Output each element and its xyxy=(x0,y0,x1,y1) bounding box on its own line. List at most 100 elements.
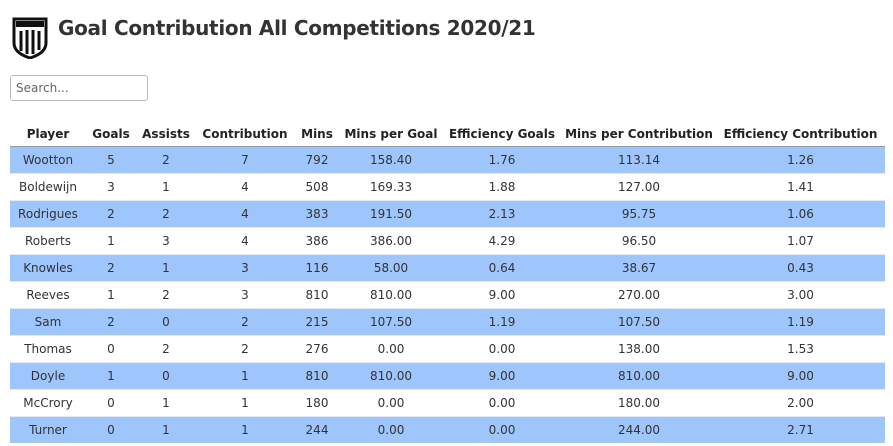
table-cell: 127.00 xyxy=(562,173,716,201)
table-cell: 2 xyxy=(196,335,294,363)
table-cell: 9.00 xyxy=(442,362,562,390)
table-cell: Reeves xyxy=(10,281,86,309)
table-cell: 810.00 xyxy=(340,362,442,390)
column-header[interactable]: Efficiency Contribution xyxy=(716,122,885,147)
table-cell: 810.00 xyxy=(340,281,442,309)
column-header[interactable]: Goals xyxy=(86,122,136,147)
table-cell: 386.00 xyxy=(340,227,442,255)
table-cell: 1 xyxy=(196,416,294,443)
table-row: Boldewijn 3 1 4 508 169.33 1.88 127.00 1.41 xyxy=(10,173,885,201)
table-cell: Rodrigues xyxy=(10,200,86,228)
table-cell: 2.00 xyxy=(716,389,885,417)
table-cell: 1 xyxy=(86,281,136,309)
table-cell: 2.71 xyxy=(716,416,885,443)
table-cell: 4 xyxy=(196,173,294,201)
table-cell: 180 xyxy=(294,389,340,417)
table-cell: 0.64 xyxy=(442,254,562,282)
column-header[interactable]: Mins per Goal xyxy=(340,122,442,147)
table-cell: 0 xyxy=(136,362,196,390)
table-cell: 2 xyxy=(86,254,136,282)
table-cell: Boldewijn xyxy=(10,173,86,201)
table-cell: 107.50 xyxy=(340,308,442,336)
table-cell: 0.00 xyxy=(340,335,442,363)
table-cell: 2 xyxy=(86,308,136,336)
table-cell: 95.75 xyxy=(562,200,716,228)
table-cell: 3 xyxy=(136,227,196,255)
table-cell: 1 xyxy=(196,362,294,390)
table-cell: 383 xyxy=(294,200,340,228)
table-cell: 2 xyxy=(196,308,294,336)
table-row: Sam 2 0 2 215 107.50 1.19 107.50 1.19 xyxy=(10,308,885,336)
table-cell: 9.00 xyxy=(716,362,885,390)
table-cell: Doyle xyxy=(10,362,86,390)
table-cell: 1.07 xyxy=(716,227,885,255)
table-cell: Thomas xyxy=(10,335,86,363)
table-cell: 1 xyxy=(86,362,136,390)
table-cell: 1 xyxy=(136,416,196,443)
table-cell: Knowles xyxy=(10,254,86,282)
table-cell: 1.19 xyxy=(442,308,562,336)
table-cell: 0.00 xyxy=(340,416,442,443)
table-cell: 4 xyxy=(196,200,294,228)
table-cell: 5 xyxy=(86,146,136,174)
table-row: Turner 0 1 1 244 0.00 0.00 244.00 2.71 xyxy=(10,416,885,443)
table-cell: 96.50 xyxy=(562,227,716,255)
table-cell: 0 xyxy=(136,308,196,336)
stats-table: Player Goals Assists Contribution Mins Mins p… xyxy=(10,122,885,443)
table-cell: 7 xyxy=(196,146,294,174)
table-cell: 0.00 xyxy=(442,389,562,417)
table-cell: 180.00 xyxy=(562,389,716,417)
page-title: Goal Contribution All Competitions 2020/… xyxy=(58,16,536,40)
table-row: Knowles 2 1 3 116 58.00 0.64 38.67 0.43 xyxy=(10,254,885,282)
column-header[interactable]: Mins per Contribution xyxy=(562,122,716,147)
table-cell: 1.06 xyxy=(716,200,885,228)
table-cell: 810 xyxy=(294,362,340,390)
table-cell: 3 xyxy=(86,173,136,201)
column-header[interactable]: Assists xyxy=(136,122,196,147)
column-header[interactable]: Mins xyxy=(294,122,340,147)
table-cell: Turner xyxy=(10,416,86,443)
table-cell: 3 xyxy=(196,281,294,309)
column-header[interactable]: Contribution xyxy=(196,122,294,147)
table-cell: 158.40 xyxy=(340,146,442,174)
table-cell: 138.00 xyxy=(562,335,716,363)
table-cell: 2 xyxy=(136,281,196,309)
table-cell: 1 xyxy=(136,173,196,201)
table-cell: 1 xyxy=(136,389,196,417)
club-logo xyxy=(12,17,48,59)
table-cell: 169.33 xyxy=(340,173,442,201)
table-cell: Wootton xyxy=(10,146,86,174)
table-row: Doyle 1 0 1 810 810.00 9.00 810.00 9.00 xyxy=(10,362,885,390)
table-cell: 386 xyxy=(294,227,340,255)
table-cell: 0.00 xyxy=(340,389,442,417)
table-cell: 1.19 xyxy=(716,308,885,336)
table-cell: 1 xyxy=(86,227,136,255)
table-cell: 2 xyxy=(86,200,136,228)
table-cell: 276 xyxy=(294,335,340,363)
table-cell: Roberts xyxy=(10,227,86,255)
table-cell: 1.53 xyxy=(716,335,885,363)
table-cell: 2 xyxy=(136,335,196,363)
table-cell: 113.14 xyxy=(562,146,716,174)
table-cell: 1.26 xyxy=(716,146,885,174)
table-cell: 2 xyxy=(136,200,196,228)
table-cell: 1 xyxy=(136,254,196,282)
table-cell: 0.00 xyxy=(442,416,562,443)
table-cell: 792 xyxy=(294,146,340,174)
table-cell: McCrory xyxy=(10,389,86,417)
table-cell: 4.29 xyxy=(442,227,562,255)
column-header[interactable]: Player xyxy=(10,122,86,147)
table-cell: 0 xyxy=(86,335,136,363)
table-cell: Sam xyxy=(10,308,86,336)
table-cell: 3 xyxy=(196,254,294,282)
table-cell: 38.67 xyxy=(562,254,716,282)
table-cell: 244 xyxy=(294,416,340,443)
table-cell: 0.00 xyxy=(442,335,562,363)
search-input[interactable] xyxy=(10,75,148,101)
table-cell: 191.50 xyxy=(340,200,442,228)
header-row: Player Goals Assists Contribution Mins Mins p… xyxy=(10,122,885,147)
column-header[interactable]: Efficiency Goals xyxy=(442,122,562,147)
table-row: Roberts 1 3 4 386 386.00 4.29 96.50 1.07 xyxy=(10,227,885,255)
table-cell: 0.43 xyxy=(716,254,885,282)
